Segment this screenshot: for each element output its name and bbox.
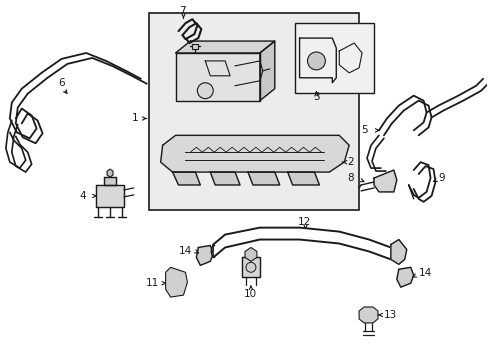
Polygon shape <box>165 267 187 297</box>
Polygon shape <box>358 307 377 323</box>
Text: 13: 13 <box>383 310 396 320</box>
Text: 1: 1 <box>132 113 138 123</box>
Polygon shape <box>172 172 200 185</box>
Circle shape <box>245 262 255 272</box>
Text: 8: 8 <box>346 173 353 183</box>
Polygon shape <box>175 41 274 53</box>
Polygon shape <box>107 169 113 177</box>
Polygon shape <box>373 170 396 192</box>
Polygon shape <box>396 267 413 287</box>
Bar <box>294 23 373 93</box>
Polygon shape <box>259 41 274 100</box>
Text: 3: 3 <box>312 92 319 102</box>
Text: 5: 5 <box>360 125 367 135</box>
Polygon shape <box>96 185 123 207</box>
Polygon shape <box>299 38 336 83</box>
Polygon shape <box>242 257 259 277</box>
Polygon shape <box>210 172 240 185</box>
Text: 14: 14 <box>178 247 191 256</box>
Polygon shape <box>247 172 279 185</box>
Text: 11: 11 <box>145 278 159 288</box>
Text: 6: 6 <box>58 78 64 88</box>
Polygon shape <box>287 172 319 185</box>
Text: 12: 12 <box>297 217 310 227</box>
Text: 2: 2 <box>346 157 353 167</box>
Polygon shape <box>244 247 256 261</box>
Bar <box>148 13 358 210</box>
Text: 9: 9 <box>438 173 444 183</box>
Polygon shape <box>104 177 116 185</box>
Text: 7: 7 <box>179 6 185 16</box>
Text: 10: 10 <box>243 289 256 299</box>
Polygon shape <box>196 246 213 265</box>
Polygon shape <box>161 135 348 172</box>
Bar <box>192 44 198 49</box>
Circle shape <box>197 83 213 99</box>
Text: 14: 14 <box>418 268 431 278</box>
Circle shape <box>307 52 325 70</box>
Polygon shape <box>390 239 406 264</box>
Polygon shape <box>175 53 259 100</box>
Text: 4: 4 <box>79 191 86 201</box>
